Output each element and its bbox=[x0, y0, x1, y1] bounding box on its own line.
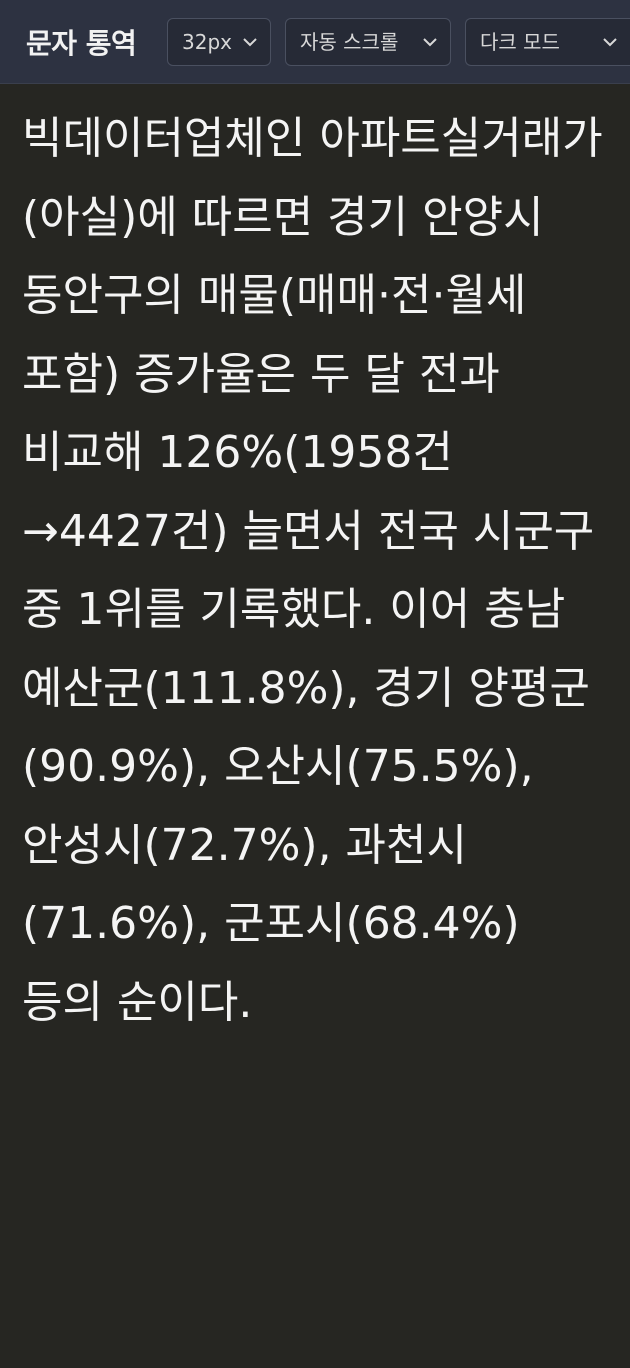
header-bar: 문자 통역 32px 자동 스크롤 다크 모드 bbox=[0, 0, 630, 84]
chevron-down-icon bbox=[603, 38, 617, 47]
font-size-select[interactable]: 32px bbox=[167, 18, 271, 66]
app-title: 문자 통역 bbox=[26, 27, 137, 60]
scroll-mode-value: 자동 스크롤 bbox=[300, 30, 399, 54]
scroll-mode-select[interactable]: 자동 스크롤 bbox=[285, 18, 451, 66]
theme-value: 다크 모드 bbox=[480, 30, 560, 54]
theme-select[interactable]: 다크 모드 bbox=[465, 18, 630, 66]
chevron-down-icon bbox=[243, 38, 257, 47]
chevron-down-icon bbox=[423, 38, 437, 47]
font-size-value: 32px bbox=[182, 30, 232, 54]
transcript-text: 빅데이터업체인 아파트실거래가(아실)에 따르면 경기 안양시 동안구의 매물(… bbox=[22, 113, 603, 1028]
